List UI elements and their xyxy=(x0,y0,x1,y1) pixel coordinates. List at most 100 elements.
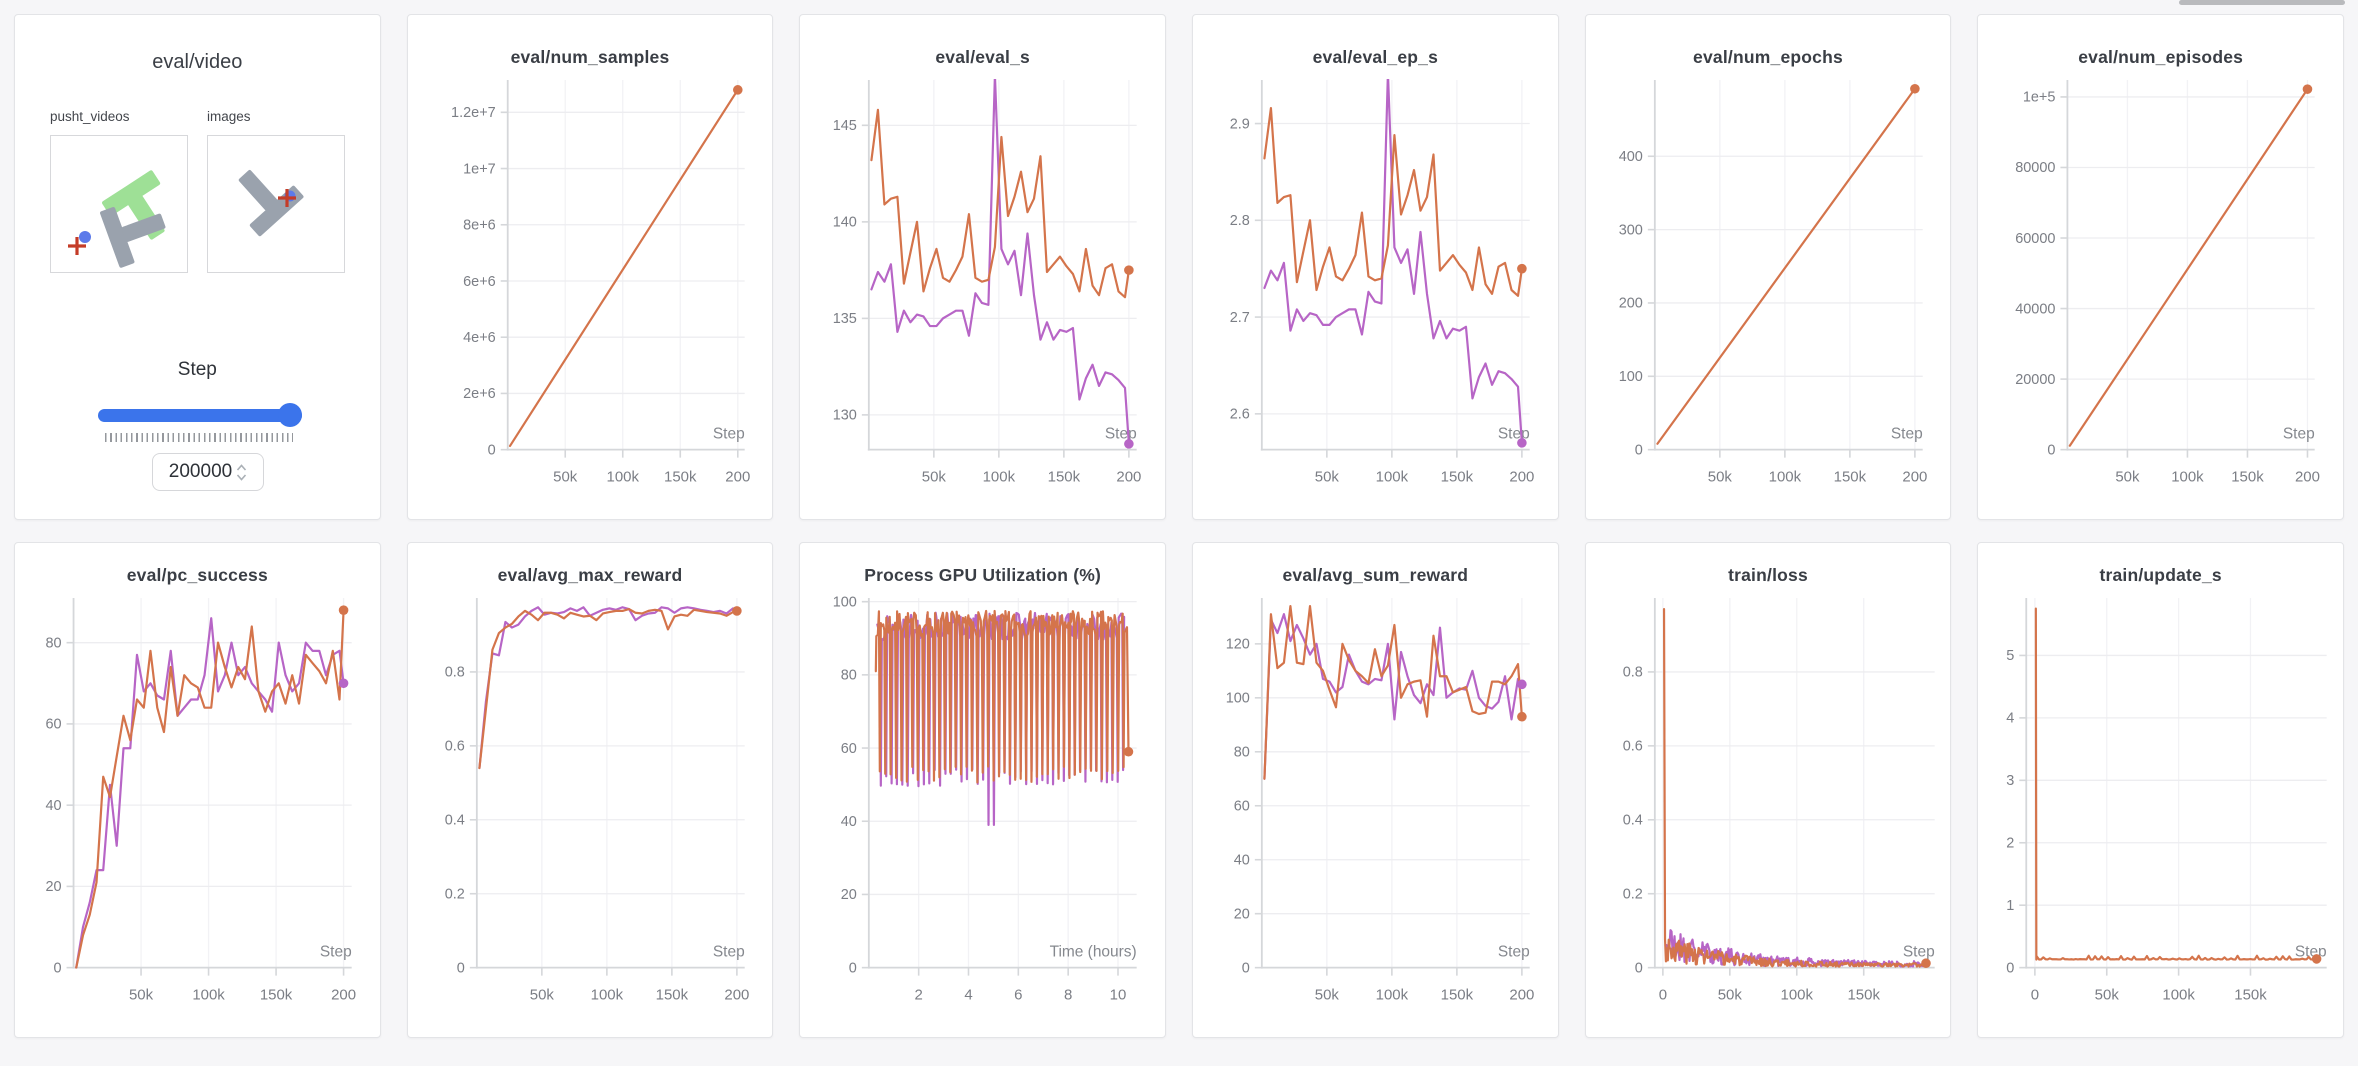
step-stepper[interactable] xyxy=(236,463,247,481)
chart-panel-eval-num-samples: eval/num_samples 0 2e+6 4e+6 6e+6 8e+6 1e+7 1.… xyxy=(406,14,774,520)
chart-canvas[interactable]: 0 20000 40000 60000 80000 1e+5 50k 100k 150k 200 S… xyxy=(1978,70,2343,514)
x-axis-label: Step xyxy=(1891,426,1923,443)
chart-panel-process-gpu-utilization-: Process GPU Utilization (%) 0 20 40 60 80 100… xyxy=(799,542,1166,1038)
x-axis-label: Step xyxy=(1105,426,1137,443)
step-slider-label: Step xyxy=(177,359,217,380)
chart-panel-train-update-s: train/update_s 0 1 2 3 4 5 0 50k 100k 150k Step xyxy=(1977,542,2344,1038)
svg-text:6: 6 xyxy=(1014,987,1022,1004)
images-thumbnail[interactable] xyxy=(207,135,345,273)
x-axis-label: Time (hours) xyxy=(1050,944,1137,961)
chart-title: eval/num_epochs xyxy=(1693,47,1843,67)
svg-text:150k: 150k xyxy=(1833,469,1866,486)
step-slider-track[interactable] xyxy=(98,409,302,422)
svg-text:2: 2 xyxy=(2007,836,2015,852)
svg-text:2.7: 2.7 xyxy=(1230,310,1250,326)
svg-text:80: 80 xyxy=(1234,745,1250,761)
svg-text:1e+7: 1e+7 xyxy=(463,161,496,177)
svg-text:60000: 60000 xyxy=(2016,231,2056,247)
step-slider-thumb[interactable] xyxy=(278,403,302,427)
chart-title: eval/num_samples xyxy=(510,47,670,67)
svg-text:0: 0 xyxy=(1634,960,1642,976)
series-line-purple xyxy=(1263,613,1523,780)
svg-text:0.6: 0.6 xyxy=(1622,739,1642,755)
step-slider[interactable] xyxy=(98,403,302,427)
series-line-purple xyxy=(75,617,345,969)
svg-text:200: 200 xyxy=(1117,469,1142,486)
x-axis-label: Step xyxy=(713,426,745,443)
pusht-block-tee-icon xyxy=(100,207,166,268)
chart-title: train/update_s xyxy=(2099,565,2222,585)
series-line-orange xyxy=(875,609,1130,784)
svg-text:135: 135 xyxy=(833,311,857,327)
chart-canvas[interactable]: 0 20 40 60 80 100 120 50k 100k 150k 200 Step xyxy=(1193,588,1558,1032)
svg-text:100k: 100k xyxy=(192,987,225,1004)
svg-text:0: 0 xyxy=(2048,442,2056,458)
series-end-dot xyxy=(731,606,742,616)
chart-canvas[interactable]: 0 100 200 300 400 50k 100k 150k 200 Step xyxy=(1586,70,1951,514)
x-axis-label: Step xyxy=(1903,944,1935,961)
svg-text:4: 4 xyxy=(965,987,973,1004)
chart-panel-eval-avg-max-reward: eval/avg_max_reward 0 0.2 0.4 0.6 0.8 50k 100k… xyxy=(406,542,774,1038)
svg-text:150k: 150k xyxy=(1048,469,1081,486)
chart-title: eval/eval_ep_s xyxy=(1312,47,1439,67)
svg-text:4: 4 xyxy=(2007,711,2015,727)
chart-panel-eval-eval-ep-s: eval/eval_ep_s 2.6 2.7 2.8 2.9 50k 100k 150k 20… xyxy=(1191,14,1559,520)
chart-canvas[interactable]: 0 20 40 60 80 100 2 4 6 8 10 Time (hours) xyxy=(800,588,1165,1032)
chart-canvas[interactable]: 130 135 140 145 50k 100k 150k 200 Step xyxy=(800,70,1165,514)
chart-panel-eval-eval-s: eval/eval_s 130 135 140 145 50k 100k 150k 200 St… xyxy=(799,14,1166,520)
svg-text:150k: 150k xyxy=(2235,987,2268,1004)
series-end-dot xyxy=(1517,263,1527,274)
svg-text:10: 10 xyxy=(1110,987,1127,1004)
svg-text:200: 200 xyxy=(725,469,750,486)
chart-canvas[interactable]: 0 0.2 0.4 0.6 0.8 0 50k 100k 150k Step xyxy=(1586,588,1951,1032)
pusht-video-thumbnail[interactable] xyxy=(50,135,188,273)
series-end-dot xyxy=(2312,954,2322,964)
svg-text:20: 20 xyxy=(1234,906,1250,922)
horizontal-scrollbar[interactable] xyxy=(2179,0,2345,5)
step-value-input[interactable]: 200000 xyxy=(152,453,264,491)
svg-text:40: 40 xyxy=(841,814,857,830)
series-line-purple xyxy=(1263,78,1523,444)
series-end-dot xyxy=(1517,679,1527,690)
svg-text:80: 80 xyxy=(841,668,857,684)
svg-text:0: 0 xyxy=(54,960,62,976)
pusht-agent-dot-icon xyxy=(79,231,91,243)
step-value[interactable]: 200000 xyxy=(168,461,233,482)
svg-text:0: 0 xyxy=(2007,960,2015,976)
chevron-down-icon[interactable] xyxy=(236,473,247,481)
svg-text:200: 200 xyxy=(724,987,749,1004)
pusht-render-video xyxy=(68,170,166,268)
svg-text:20: 20 xyxy=(45,879,61,895)
svg-text:50k: 50k xyxy=(529,987,554,1004)
chart-canvas[interactable]: 0 20 40 60 80 50k 100k 150k 200 Step xyxy=(15,588,380,1032)
svg-text:2.8: 2.8 xyxy=(1230,213,1250,229)
svg-text:6e+6: 6e+6 xyxy=(463,274,496,290)
dashboard-grid: eval/video pusht_videos images xyxy=(14,14,2344,1038)
media-label-images: images xyxy=(207,109,251,124)
svg-text:2.6: 2.6 xyxy=(1230,407,1250,423)
x-axis-label: Step xyxy=(1498,944,1530,961)
svg-text:50k: 50k xyxy=(2095,987,2120,1004)
svg-text:140: 140 xyxy=(833,215,857,231)
svg-text:2e+6: 2e+6 xyxy=(463,386,496,402)
svg-text:0.4: 0.4 xyxy=(444,813,464,829)
svg-text:0.4: 0.4 xyxy=(1622,813,1642,829)
svg-text:40000: 40000 xyxy=(2016,301,2056,317)
series-end-dot xyxy=(1123,746,1134,757)
media-label-pusht-videos: pusht_videos xyxy=(50,109,130,124)
chevron-up-icon[interactable] xyxy=(236,463,247,472)
svg-text:8e+6: 8e+6 xyxy=(463,218,496,234)
chart-title: eval/eval_s xyxy=(935,47,1030,67)
svg-text:60: 60 xyxy=(45,717,61,733)
svg-text:100k: 100k xyxy=(606,469,639,486)
chart-canvas[interactable]: 0 0.2 0.4 0.6 0.8 50k 100k 150k 200 Step xyxy=(408,588,773,1032)
svg-text:0.2: 0.2 xyxy=(444,887,464,903)
svg-text:100k: 100k xyxy=(2163,987,2196,1004)
series-line-orange xyxy=(2069,88,2309,447)
svg-text:0.6: 0.6 xyxy=(444,739,464,755)
chart-canvas[interactable]: 0 2e+6 4e+6 6e+6 8e+6 1e+7 1.2e+7 50k 100k 150k 20… xyxy=(408,70,773,514)
svg-text:120: 120 xyxy=(1226,637,1250,653)
series-line-orange xyxy=(508,88,739,448)
